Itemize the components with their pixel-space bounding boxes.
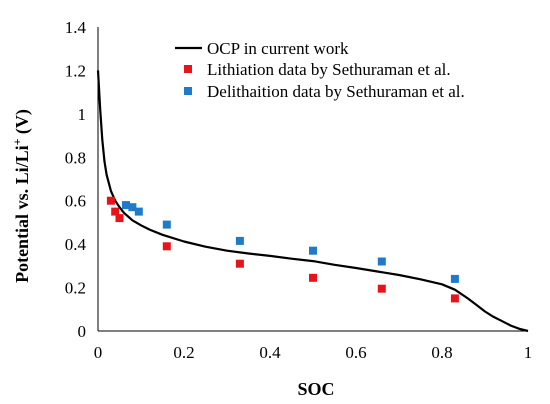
x-tick-label: 1 <box>524 343 533 362</box>
legend-label-ocp: OCP in current work <box>207 39 349 58</box>
x-tick-label: 0.6 <box>345 343 366 362</box>
x-tick-label: 0.2 <box>173 343 194 362</box>
legend-swatch-lithiation <box>184 65 192 73</box>
y-tick-label: 1.2 <box>65 61 86 80</box>
plot-area <box>96 70 529 333</box>
delithiation-point <box>162 220 171 229</box>
lithiation-point <box>377 284 386 293</box>
y-tick-labels: 0 0.2 0.4 0.6 0.8 1 1.2 1.4 <box>65 18 87 341</box>
delithiation-point <box>128 203 137 212</box>
y-axis-title-unit: (V) <box>12 109 33 139</box>
x-tick-label: 0 <box>94 343 103 362</box>
lithiation-point <box>162 242 171 251</box>
delithiation-point <box>235 236 244 245</box>
y-axis-title-superscript: + <box>10 138 24 145</box>
legend: OCP in current work Lithiation data by S… <box>175 39 465 101</box>
y-axis-title-main: Potential vs. Li/Li <box>12 145 32 283</box>
legend-swatch-delithiation <box>184 87 192 95</box>
y-tick-label: 0.6 <box>65 192 86 211</box>
lithiation-point <box>309 273 317 282</box>
lithiation-point <box>106 196 115 205</box>
y-tick-label: 1.4 <box>65 18 87 37</box>
y-tick-label: 0.8 <box>65 148 86 167</box>
x-tick-labels: 0 0.2 0.4 0.6 0.8 1 <box>94 343 533 362</box>
x-tick-label: 0.4 <box>259 343 281 362</box>
legend-label-lithiation: Lithiation data by Sethuraman et al. <box>207 60 451 79</box>
y-tick-label: 1 <box>78 105 87 124</box>
series-line-ocp <box>96 70 529 333</box>
y-tick-label: 0.2 <box>65 279 86 298</box>
delithiation-point <box>122 201 130 210</box>
y-tick-label: 0 <box>78 322 87 341</box>
delithiation-point <box>377 257 386 266</box>
delithiation-point <box>309 246 317 255</box>
lithiation-point <box>450 294 459 303</box>
lithiation-point <box>111 207 120 216</box>
lithiation-point <box>115 214 124 223</box>
delithiation-point <box>450 274 459 283</box>
legend-label-delithiation: Delithaition data by Sethuraman et al. <box>207 82 465 101</box>
y-tick-label: 0.4 <box>65 235 87 254</box>
x-tick-label: 0.8 <box>431 343 452 362</box>
y-axis-title: Potential vs. Li/Li+ (V) <box>10 109 33 283</box>
x-axis-title: SOC <box>297 379 334 399</box>
delithiation-point <box>134 207 143 216</box>
lithiation-point <box>235 259 244 268</box>
